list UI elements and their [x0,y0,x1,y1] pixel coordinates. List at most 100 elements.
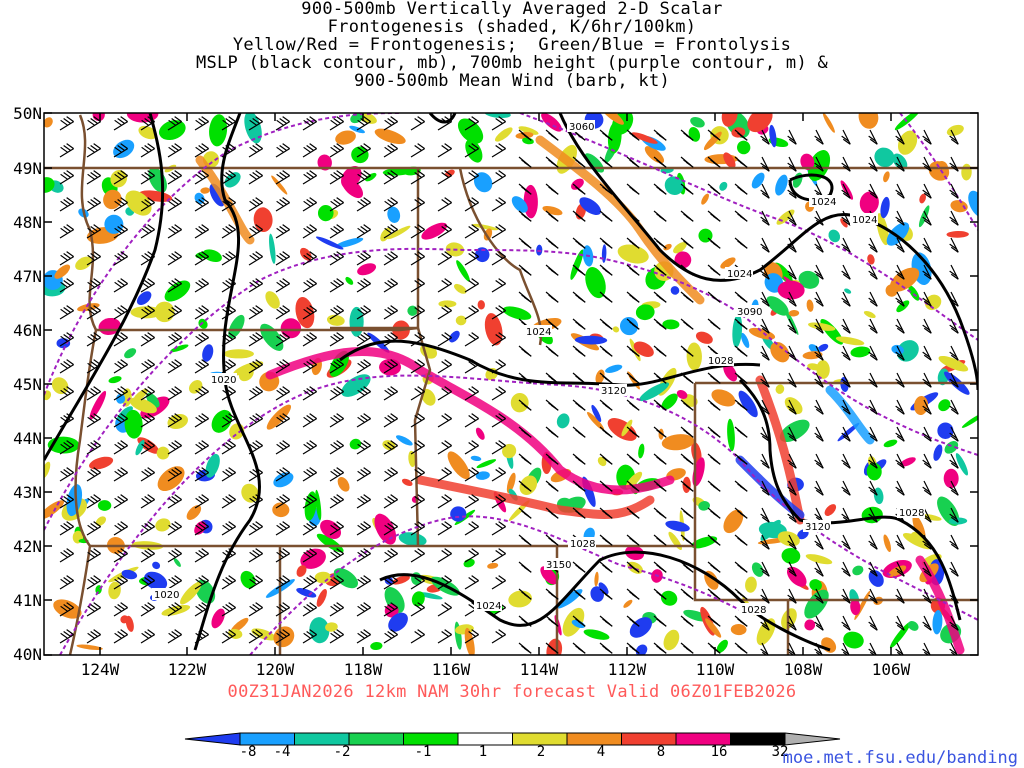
wind-barb-feather [249,632,257,639]
wind-barb-feather [333,414,341,421]
wind-barb-feather [249,497,257,504]
wind-barb-feather [141,362,149,369]
wind-barb [437,445,452,455]
wind-barb-feather [117,522,125,529]
wind-barb [491,526,506,536]
shade-blob [723,152,736,169]
wind-barb-feather [869,408,878,415]
wind-barb-feather [120,413,128,420]
wind-barb-feather [114,119,122,126]
wind-barb-feather [174,197,182,204]
wind-barb [329,580,344,590]
wind-barb-feather [360,252,368,259]
wind-barb-feather [306,441,314,448]
wind-barb-feather [414,414,422,421]
wind-barb-feather [390,197,398,204]
wind-barb [815,480,824,496]
wind-barb-feather [222,551,230,558]
wind-barb-feather [471,305,479,312]
wind-barb-feather [357,308,365,315]
wind-barb [113,580,128,590]
wind-barb-feather [252,387,260,394]
wind-barb [221,175,236,185]
wind-barb-feather [363,197,371,204]
shade-blob [918,205,930,228]
contour-labels: 1024 1024 1024 1024 1028 1020 1020 1028 [152,120,925,616]
shade-blob [756,618,776,646]
wind-barb-feather [575,213,583,220]
wind-barb-feather [896,597,905,604]
wind-barb [194,499,209,509]
wind-barb-feather [602,294,610,301]
wind-barb-feather [228,467,236,474]
wind-barb-feather [222,227,230,234]
wind-barb-feather [255,197,263,204]
wind-barb-feather [276,281,284,288]
wind-barb [59,418,74,428]
wind-barb-feather [869,273,878,280]
shade-blob [136,291,152,305]
wind-barb-feather [255,305,263,312]
wind-barb [464,526,479,536]
lon-label: 122W [167,660,207,679]
wind-barb-feather [141,389,149,396]
wind-barb-feather [255,116,263,123]
wind-barb-feather [787,162,796,169]
wind-barb-feather [602,483,610,490]
wind-barb-feather [468,198,476,205]
wind-barb-feather [683,618,691,625]
wind-barb [383,337,398,347]
wind-barb-feather [87,119,95,126]
wind-barb-feather [306,333,314,340]
lat-label: 49N [13,159,42,178]
wind-barb-feather [949,567,958,574]
shade-blob [556,589,583,609]
shade-blob [146,392,160,408]
wind-barb-feather [114,578,122,585]
wind-barb-feather [201,251,209,258]
wind-barb-feather [417,116,425,123]
wind-barb-feather [171,171,179,178]
wind-barb [788,480,797,496]
wind-barb [140,553,155,563]
wind-barb-feather [922,594,931,601]
wind-barb [410,310,425,320]
lat-label: 43N [13,483,42,502]
wind-barb-feather [363,170,371,177]
wind-barb-feather [120,116,128,123]
wind-barb-feather [495,117,503,124]
wind-barb-feather [357,173,365,180]
wind-barb-feather [198,117,206,124]
wind-barb-feather [949,459,958,466]
wind-barb-feather [252,549,260,556]
wind-barb-feather [336,575,344,582]
wind-barb-feather [336,629,344,636]
wind-barb [59,364,74,374]
wind-barb-feather [255,278,263,285]
wind-barb-feather [923,597,932,604]
wind-barb-feather [60,551,68,558]
wind-barb [329,607,344,617]
wind-barb [86,445,101,455]
wind-barb-feather [171,549,179,556]
shade-streak [915,555,965,655]
wind-barb-feather [363,629,371,636]
wind-barb [248,445,263,455]
wind-barb-feather [842,435,851,442]
wind-barb-feather [444,197,452,204]
wind-barb-feather [174,602,182,609]
wind-barb-feather [950,354,959,361]
wind-barb-feather [710,564,718,571]
wind-barb-feather [195,335,203,342]
wind-barb-feather [710,645,718,652]
wind-barb-feather [117,495,125,502]
shade-blob [673,242,687,254]
wind-barb-feather [360,279,368,286]
wind-barb [842,183,851,199]
wind-barb-feather [198,198,206,205]
wind-barb-feather [471,197,479,204]
wind-barb [194,418,209,428]
wind-barb-feather [710,591,718,598]
wind-barb-feather [120,548,128,555]
wind-barb-feather [896,354,905,361]
